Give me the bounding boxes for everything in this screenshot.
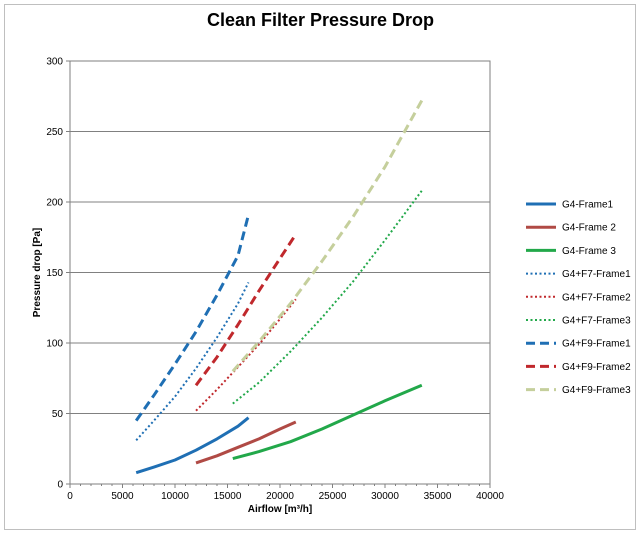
legend-entry-6: G4+F7-Frame3 — [562, 316, 631, 327]
series-line-9 — [231, 99, 424, 373]
legend-entry-8: G4+F9-Frame2 — [562, 362, 631, 373]
x-tick-label: 25000 — [319, 491, 347, 502]
series-line-3 — [232, 383, 423, 461]
legend-entry-1: G4-Frame1 — [562, 200, 614, 211]
chart-title: Clean Filter Pressure Drop — [206, 10, 435, 30]
series-line-2 — [195, 420, 297, 465]
legend-entry-5: G4+F7-Frame2 — [562, 292, 631, 303]
y-tick-label: 150 — [46, 268, 63, 279]
y-tick-label: 250 — [46, 127, 63, 138]
legend-entry-3: G4-Frame 3 — [562, 246, 616, 257]
y-axis-label: Pressure drop [Pa] — [32, 228, 43, 317]
legend-entry-7: G4+F9-Frame1 — [562, 339, 631, 350]
series-line-4 — [135, 281, 250, 441]
x-tick-label: 10000 — [161, 491, 189, 502]
x-tick-label: 30000 — [371, 491, 399, 502]
legend-entry-2: G4-Frame 2 — [562, 223, 616, 234]
x-tick-label: 0 — [67, 491, 73, 502]
series-line-1 — [135, 416, 250, 475]
x-tick-label: 35000 — [424, 491, 452, 502]
y-tick-label: 100 — [46, 339, 63, 350]
series-line-7 — [134, 214, 250, 422]
legend-entry-4: G4+F7-Frame1 — [562, 269, 631, 280]
y-tick-label: 200 — [46, 198, 63, 209]
x-tick-label: 20000 — [266, 491, 294, 502]
y-tick-label: 0 — [57, 480, 63, 491]
series-line-6 — [232, 190, 423, 405]
y-tick-label: 300 — [46, 57, 63, 68]
x-tick-label: 40000 — [476, 491, 504, 502]
y-tick-label: 50 — [52, 409, 64, 420]
chart-frame — [4, 4, 636, 530]
x-axis-label: Airflow [m³/h] — [248, 504, 312, 515]
x-tick-label: 15000 — [214, 491, 242, 502]
legend-entry-9: G4+F9-Frame3 — [562, 385, 631, 396]
series-line-8 — [194, 233, 298, 387]
x-tick-label: 5000 — [111, 491, 134, 502]
